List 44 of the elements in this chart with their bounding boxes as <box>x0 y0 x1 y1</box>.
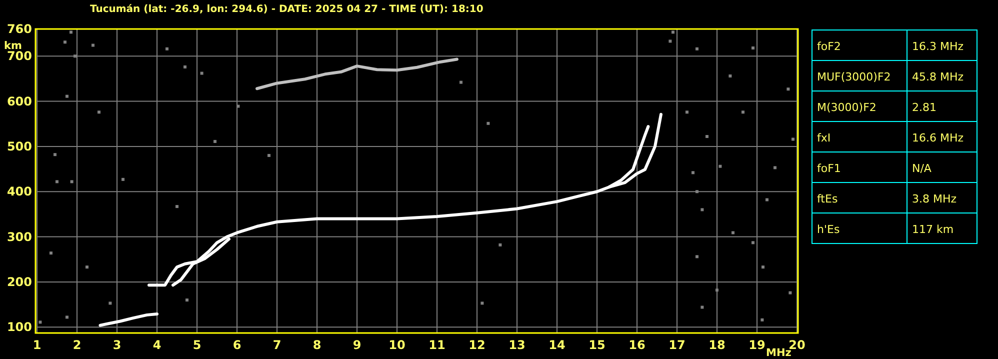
text: 16.3 MHz <box>912 40 964 53</box>
x-tick-label: 8 <box>312 338 322 352</box>
x-tick-label: 4 <box>152 338 162 352</box>
category-label: foF1 <box>817 162 841 175</box>
category-label: MUF(3000)F2 <box>817 70 891 84</box>
y-tick-label: 100 <box>6 320 32 334</box>
x-tick-label: 11 <box>428 338 446 352</box>
y-tick-label: 700 <box>6 49 32 64</box>
x-tick-label: 16 <box>628 338 646 352</box>
text: 16.6 MHz <box>912 132 964 144</box>
y-tick-label: 300 <box>6 230 32 244</box>
category-label: h'Es <box>817 223 840 236</box>
category-label: M(3000)F2 <box>817 101 876 114</box>
x-axis-title: MHz <box>766 347 792 359</box>
text: 45.8 MHz <box>912 70 964 84</box>
x-tick-label: 15 <box>588 338 606 352</box>
x-tick-label: 3 <box>112 338 122 352</box>
x-tick-label: 13 <box>508 338 526 352</box>
x-tick-label: 19 <box>748 338 766 352</box>
x-tick-label: 1 <box>32 338 42 352</box>
text: 117 km <box>912 223 954 236</box>
y-tick-label: 200 <box>6 274 32 289</box>
y-tick-label: 400 <box>6 184 32 199</box>
x-tick-label: 17 <box>668 338 686 352</box>
x-tick-label: 7 <box>272 338 282 352</box>
y-axis-title: km <box>4 40 22 52</box>
x-tick-label: 10 <box>388 338 406 352</box>
text: 2.81 <box>912 101 936 114</box>
text: N/A <box>912 162 932 175</box>
x-tick-label: 12 <box>468 338 486 352</box>
y-tick-label: 500 <box>6 139 32 154</box>
category-label: ftEs <box>817 192 838 206</box>
category-label: fxI <box>817 132 831 144</box>
x-tick-label: 5 <box>192 338 202 352</box>
x-tick-label: 2 <box>72 338 82 352</box>
category-label: foF2 <box>817 40 841 53</box>
y-tick-label: 760 <box>6 22 32 36</box>
x-tick-label: 6 <box>232 338 242 352</box>
text: 3.8 MHz <box>912 192 957 206</box>
x-tick-label: 9 <box>352 338 362 352</box>
y-tick-label: 600 <box>6 94 32 108</box>
chart-title: Tucumán (lat: -26.9, lon: 294.6) - DATE: 2025 04 27 - TIME (UT): 18:10 <box>90 4 484 15</box>
x-tick-label: 18 <box>708 338 726 352</box>
x-tick-label: 14 <box>548 338 566 352</box>
